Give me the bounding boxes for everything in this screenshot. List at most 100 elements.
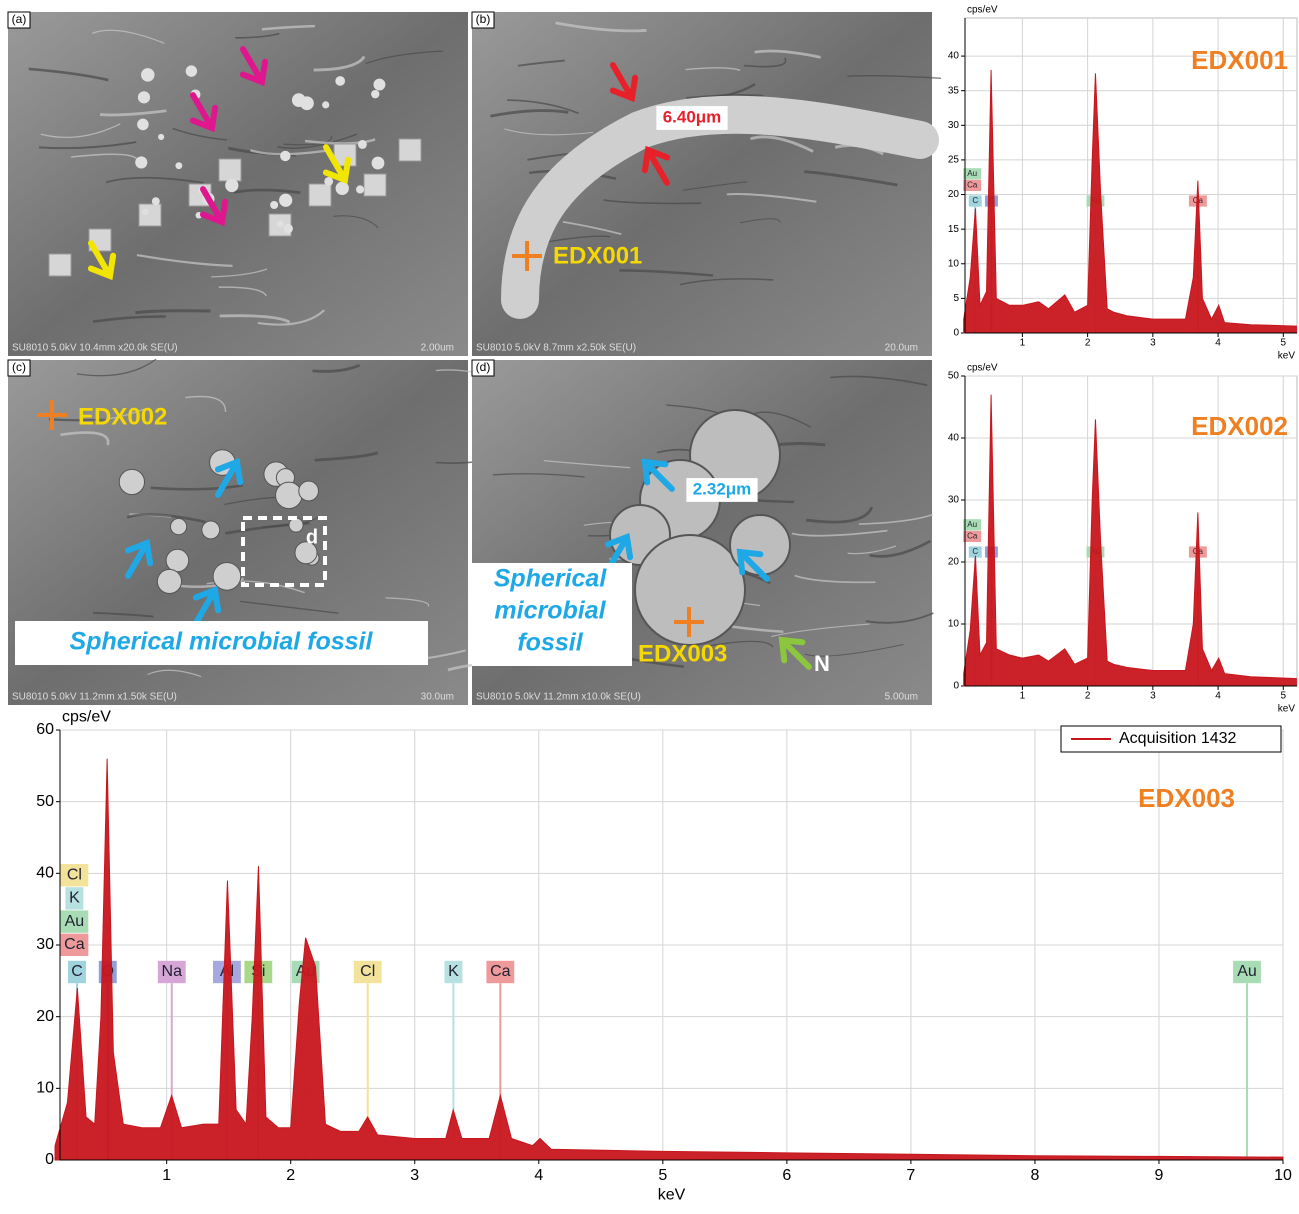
element-label: C	[972, 547, 978, 556]
x-tick-label: 10	[1274, 1167, 1292, 1184]
caption: fossil	[517, 629, 583, 657]
element-label: K	[448, 963, 459, 980]
sphere	[152, 197, 160, 205]
zoom-label: d	[306, 526, 318, 548]
chart-annotation: EDX001	[1191, 45, 1288, 75]
sphere	[324, 177, 333, 186]
sphere	[138, 91, 150, 103]
crystal	[309, 184, 331, 206]
y-tick-label: 0	[953, 328, 959, 339]
sphere	[135, 156, 147, 168]
x-tick-label: 5	[1281, 691, 1287, 702]
sphere	[358, 140, 367, 149]
caption: microbial	[494, 597, 606, 625]
scale-annotation: 2.32μm	[693, 479, 752, 498]
x-tick-label: 4	[1215, 691, 1221, 702]
sphere	[280, 151, 290, 161]
element-label: Cl	[360, 963, 375, 980]
caption: Spherical microbial fossil	[70, 628, 374, 656]
x-tick-label: 1	[1020, 338, 1026, 349]
y-tick-label: 20	[948, 557, 960, 568]
caption: Spherical	[494, 565, 608, 593]
y-tick-label: 10	[948, 258, 960, 269]
sem-footer: SU8010 5.0kV 10.4mm x20.0k SE(U)	[12, 343, 178, 354]
y-tick-label: 35	[948, 85, 960, 96]
element-label: Au	[967, 520, 977, 529]
sphere	[276, 482, 303, 509]
y-tick-label: 25	[948, 155, 960, 166]
sphere	[158, 134, 164, 140]
scale-label: 20.0um	[885, 343, 918, 354]
element-label: K	[69, 890, 80, 907]
north-label: N	[814, 651, 830, 676]
y-tick-label: 10	[948, 619, 960, 630]
y-tick-label: 50	[948, 371, 960, 382]
y-axis-label: cps/eV	[967, 363, 998, 374]
y-tick-label: 5	[953, 293, 959, 304]
edx-label: EDX001	[553, 242, 642, 269]
sphere	[119, 469, 144, 494]
x-tick-label: 2	[286, 1167, 295, 1184]
x-tick-label: 9	[1155, 1167, 1164, 1184]
x-tick-label: 4	[534, 1167, 543, 1184]
x-tick-label: 6	[782, 1167, 791, 1184]
y-tick-label: 30	[948, 495, 960, 506]
panel-label: (c)	[12, 360, 26, 374]
y-tick-label: 15	[948, 224, 960, 235]
sphere	[225, 179, 238, 192]
y-tick-label: 50	[36, 793, 54, 810]
sphere	[171, 518, 187, 534]
sphere	[322, 101, 329, 108]
element-label: Ca	[967, 532, 978, 541]
y-tick-label: 40	[948, 51, 960, 62]
element-label: Au	[65, 913, 85, 930]
x-tick-label: 5	[1281, 338, 1287, 349]
sphere	[279, 194, 292, 207]
sphere	[157, 569, 181, 593]
x-tick-label: 2	[1085, 691, 1091, 702]
y-tick-label: 10	[36, 1080, 54, 1097]
crystal	[399, 139, 421, 161]
sphere	[142, 209, 148, 215]
sphere	[289, 518, 303, 532]
y-tick-label: 40	[948, 433, 960, 444]
y-tick-label: 60	[36, 721, 54, 738]
sphere	[137, 119, 149, 131]
edx-label: EDX002	[78, 403, 167, 430]
element-label: C	[71, 963, 83, 980]
element-label: Ca	[967, 181, 978, 190]
page: {"panels": [ {"label": "(a)", "footer": …	[0, 0, 1299, 1214]
sem-footer: SU8010 5.0kV 11.2mm x10.0k SE(U)	[476, 692, 641, 703]
y-tick-label: 20	[948, 189, 960, 200]
x-tick-label: 7	[906, 1167, 915, 1184]
x-tick-label: 2	[1085, 338, 1091, 349]
element-label: Cl	[67, 866, 82, 883]
sem-footer: SU8010 5.0kV 8.7mm x2.50k SE(U)	[476, 343, 636, 354]
y-tick-label: 0	[953, 681, 959, 692]
sphere	[141, 68, 154, 81]
x-tick-label: 3	[1150, 338, 1156, 349]
y-tick-label: 20	[36, 1008, 54, 1025]
sphere	[186, 65, 197, 76]
sphere	[373, 79, 385, 91]
x-tick-label: 3	[410, 1167, 419, 1184]
sphere	[299, 481, 319, 501]
x-tick-label: 8	[1030, 1167, 1039, 1184]
sem-footer: SU8010 5.0kV 11.2mm x1.50k SE(U)	[12, 692, 177, 703]
sphere	[283, 224, 292, 233]
y-axis-label: cps/eV	[967, 5, 998, 16]
sphere	[166, 549, 189, 572]
panel-label: (b)	[476, 12, 491, 26]
scale-annotation: 6.40μm	[663, 107, 722, 126]
element-label: Ca	[490, 963, 511, 980]
element-label: Au	[1237, 963, 1257, 980]
sphere	[335, 76, 345, 86]
x-tick-label: 1	[1020, 691, 1026, 702]
chart-annotation: EDX002	[1191, 411, 1288, 441]
element-label: C	[972, 196, 978, 205]
figure: (a)SU8010 5.0kV 10.4mm x20.0k SE(U)2.00u…	[0, 0, 1299, 1214]
x-tick-label: 4	[1215, 338, 1221, 349]
y-tick-label: 40	[36, 865, 54, 882]
x-tick-label: 3	[1150, 691, 1156, 702]
crystal	[49, 254, 71, 276]
